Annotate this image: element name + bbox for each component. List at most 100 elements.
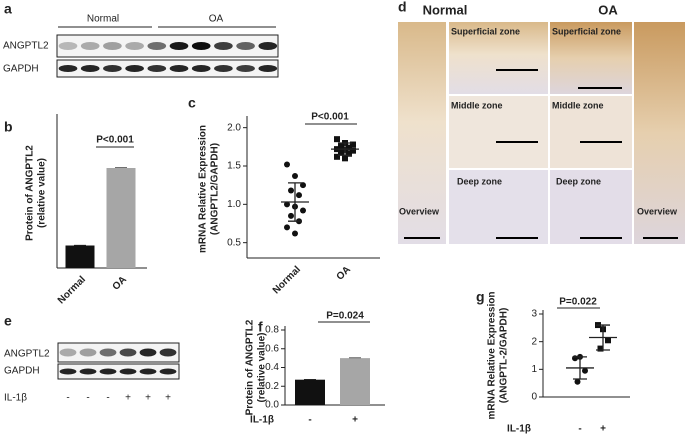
y-axis-label: Protein of ANGPTL2: [25, 145, 36, 241]
blot-band: [125, 65, 144, 72]
error-bar: [338, 142, 352, 156]
point: [334, 136, 340, 143]
point: [300, 182, 306, 189]
blot-band: [58, 65, 78, 72]
point: [284, 201, 290, 208]
x-tick-label: OA: [335, 264, 353, 282]
blot-band: [169, 65, 189, 72]
y-tick-label: 2.0: [227, 122, 241, 133]
point: [350, 147, 356, 154]
x-tick-label: Normal: [271, 264, 303, 296]
y-tick-label: 3: [531, 309, 537, 320]
annotation: P<0.001: [311, 112, 349, 123]
overview-label: Overview: [637, 206, 678, 216]
x-tick-label: +: [600, 424, 606, 435]
blot-band: [236, 42, 255, 50]
histology-image: [449, 96, 548, 168]
blot-band: [125, 42, 144, 50]
zone-label: Middle zone: [451, 100, 503, 110]
point: [582, 367, 588, 374]
y-tick-label: 1.5: [227, 161, 241, 172]
group-label: Normal: [423, 2, 468, 17]
scale-bars: [404, 69, 678, 239]
point: [292, 172, 298, 179]
bar: [340, 358, 370, 405]
y-tick-label: 0.8: [265, 325, 279, 336]
error-bar: [573, 356, 587, 380]
blot-band: [147, 65, 167, 72]
point: [342, 155, 348, 162]
y-tick-label: 0.6: [265, 343, 279, 354]
blot-band: [103, 42, 122, 50]
point: [338, 143, 344, 150]
blot-band: [159, 368, 177, 375]
point: [284, 161, 290, 168]
point: [284, 224, 290, 231]
histology-image: [449, 22, 548, 94]
y-tick-label: 0.2: [265, 381, 279, 392]
bar: [106, 168, 136, 268]
blot-band: [59, 348, 77, 357]
panel-label: e: [4, 313, 12, 329]
histology-image: [550, 170, 632, 244]
lane-label: +: [125, 393, 131, 404]
panel-label: a: [4, 1, 12, 17]
row-label: GAPDH: [4, 366, 40, 377]
error-bar: [596, 324, 610, 351]
lane-label: +: [165, 393, 171, 404]
annotation: P=0.024: [326, 311, 364, 322]
panel-label: c: [188, 95, 196, 111]
point: [288, 187, 294, 194]
error-bar: [288, 182, 302, 222]
blot-band: [214, 65, 233, 72]
y-axis-label: (ANGPTL2/GAPDH): [210, 143, 221, 235]
x-axis-label: IL-1β: [507, 424, 531, 435]
blot-band: [80, 42, 100, 50]
point: [296, 192, 302, 199]
panel-label: f: [258, 319, 263, 335]
zone-label: Middle zone: [552, 100, 604, 110]
row-label: ANGPTL2: [4, 349, 50, 360]
bar: [295, 379, 325, 405]
histology-image: [449, 170, 548, 244]
blot-band: [103, 65, 122, 72]
annotation: P<0.001: [96, 135, 134, 146]
row-label: GAPDH: [3, 64, 39, 75]
zone-label: Superficial zone: [451, 26, 520, 36]
annotation: P=0.022: [559, 297, 597, 308]
blot-band: [58, 42, 78, 50]
blot-band: [236, 65, 255, 72]
point: [300, 207, 306, 214]
y-axis-label: mRNA Relative Expression: [487, 291, 498, 419]
y-tick-label: 0: [531, 392, 537, 403]
histology-image: [550, 96, 632, 168]
y-axis-label: (ANGPTL-2/GAPDH): [499, 308, 510, 404]
blot-band: [159, 348, 177, 357]
y-axis-label: mRNA Relative Expression: [198, 125, 209, 253]
point: [605, 337, 611, 344]
y-tick-label: 2: [531, 336, 537, 347]
blot-band: [147, 42, 167, 50]
blot-band: [191, 65, 211, 72]
point: [334, 153, 340, 160]
point: [350, 141, 356, 148]
blot-band: [191, 42, 211, 50]
y-tick-label: 0.0: [265, 400, 279, 411]
lane-label: -: [106, 393, 109, 404]
treatment-label: IL-1β: [4, 393, 27, 404]
lane-label: -: [66, 393, 69, 404]
x-tick-label: -: [308, 415, 311, 426]
histology-image: [634, 22, 685, 244]
x-tick-label: +: [352, 415, 358, 426]
zone-label: Deep zone: [556, 176, 601, 186]
y-tick-label: 0.5: [227, 237, 241, 248]
overview-label: Overview: [399, 206, 440, 216]
point: [288, 212, 294, 219]
blot: [56, 34, 279, 58]
x-tick-label: OA: [111, 274, 129, 292]
lane-label: -: [86, 393, 89, 404]
blot-band: [119, 348, 137, 357]
bar: [65, 245, 95, 268]
x-tick-label: Normal: [56, 274, 88, 306]
